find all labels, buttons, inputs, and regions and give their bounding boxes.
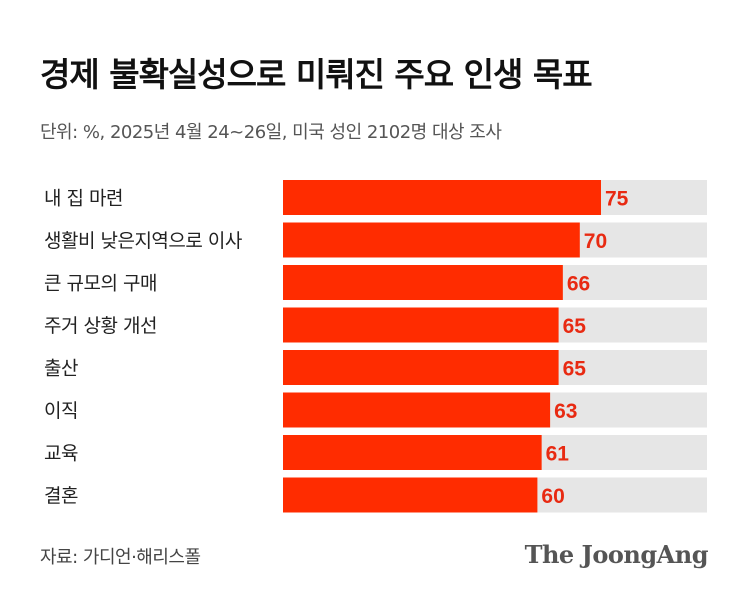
chart-subtitle: 단위: %, 2025년 4월 24~26일, 미국 성인 2102명 대상 조… xyxy=(40,122,502,143)
category-label: 교육 xyxy=(44,443,78,465)
bar xyxy=(283,222,580,258)
category-label: 결혼 xyxy=(44,485,78,507)
value-label: 70 xyxy=(584,230,607,253)
value-label: 75 xyxy=(605,188,629,211)
bar-chart: 내 집 마련 75 생활비 낮은지역으로 이사 70 큰 규모의 구매 66 주거 상황 개… xyxy=(44,180,707,513)
value-label: 60 xyxy=(541,485,564,508)
value-label: 63 xyxy=(554,400,577,423)
category-label: 출산 xyxy=(44,358,78,380)
value-label: 65 xyxy=(563,358,587,381)
category-label: 내 집 마련 xyxy=(44,188,123,210)
source-note: 자료: 가디언·해리스폴 xyxy=(40,547,201,568)
value-label: 65 xyxy=(563,315,587,338)
bar xyxy=(283,477,538,513)
bar xyxy=(283,180,601,215)
bar xyxy=(283,350,559,385)
category-label: 이직 xyxy=(44,400,78,422)
category-label: 생활비 낮은지역으로 이사 xyxy=(44,230,242,252)
bar xyxy=(283,435,542,470)
value-label: 66 xyxy=(567,273,590,296)
bar xyxy=(283,307,559,343)
chart-title: 경제 불확실성으로 미뤄진 주요 인생 목표 xyxy=(40,55,593,94)
category-label: 주거 상황 개선 xyxy=(44,315,157,337)
publisher-logo: The JoongAng xyxy=(524,540,709,569)
bar xyxy=(283,265,563,300)
value-label: 61 xyxy=(546,443,570,466)
bar xyxy=(283,392,551,428)
category-label: 큰 규모의 구매 xyxy=(44,273,157,295)
